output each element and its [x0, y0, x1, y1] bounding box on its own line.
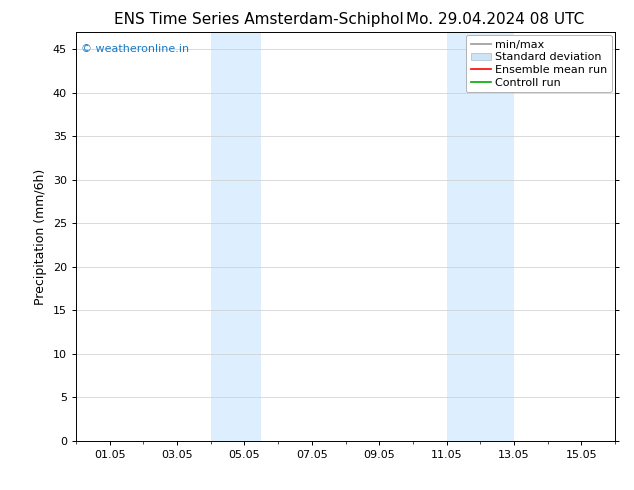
Bar — [210, 32, 261, 441]
Text: ENS Time Series Amsterdam-Schiphol: ENS Time Series Amsterdam-Schiphol — [114, 12, 404, 27]
Bar — [446, 32, 514, 441]
Text: Mo. 29.04.2024 08 UTC: Mo. 29.04.2024 08 UTC — [406, 12, 584, 27]
Legend: min/max, Standard deviation, Ensemble mean run, Controll run: min/max, Standard deviation, Ensemble me… — [466, 35, 612, 93]
Y-axis label: Precipitation (mm/6h): Precipitation (mm/6h) — [34, 168, 48, 305]
Text: © weatheronline.in: © weatheronline.in — [81, 44, 190, 54]
